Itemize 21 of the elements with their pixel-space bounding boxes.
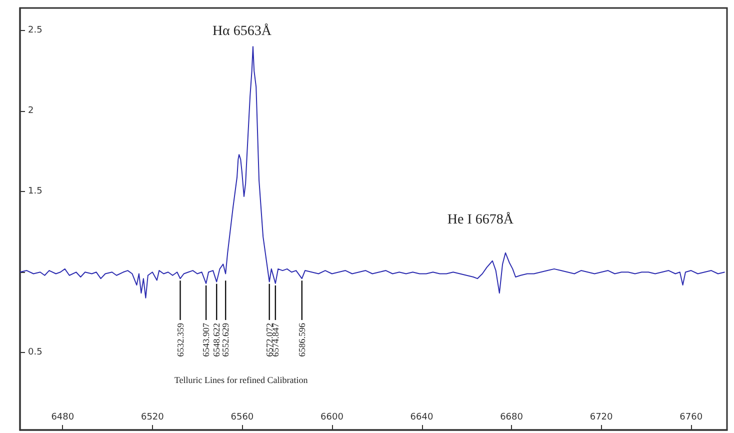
x-tick-label: 6560 <box>230 412 254 422</box>
annotation: 6543.907 <box>201 322 212 357</box>
annotation: 6548.622 <box>212 323 222 357</box>
x-tick-label: 6600 <box>320 412 344 422</box>
x-tick-label: 6720 <box>590 412 614 422</box>
x-tick-label: 6760 <box>680 412 703 422</box>
annotation: 6586.596 <box>296 322 307 357</box>
line-series <box>20 46 726 298</box>
x-tick-label: 6680 <box>500 412 524 422</box>
x-tick-label: 6520 <box>140 412 164 422</box>
y-tick-label: 2.5 <box>28 26 42 36</box>
x-tick-label: 6480 <box>51 412 74 422</box>
annotation: 6532.359 <box>175 322 186 357</box>
y-tick-label: 0.5 <box>28 348 42 358</box>
annotation: Telluric Lines for refined Calibration <box>174 375 308 385</box>
annotation: Hα 6563Å <box>212 23 272 40</box>
x-tick-label: 6640 <box>410 412 434 422</box>
y-tick-label: 1.5 <box>28 186 42 197</box>
annotation: He I 6678Å <box>447 211 514 228</box>
y-tick-label: 2 <box>28 106 34 116</box>
annotation: 6552.629 <box>220 322 231 357</box>
